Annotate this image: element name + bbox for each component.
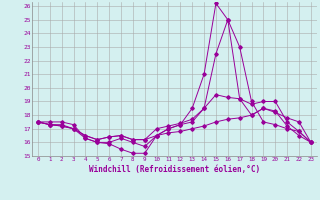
X-axis label: Windchill (Refroidissement éolien,°C): Windchill (Refroidissement éolien,°C) [89, 165, 260, 174]
